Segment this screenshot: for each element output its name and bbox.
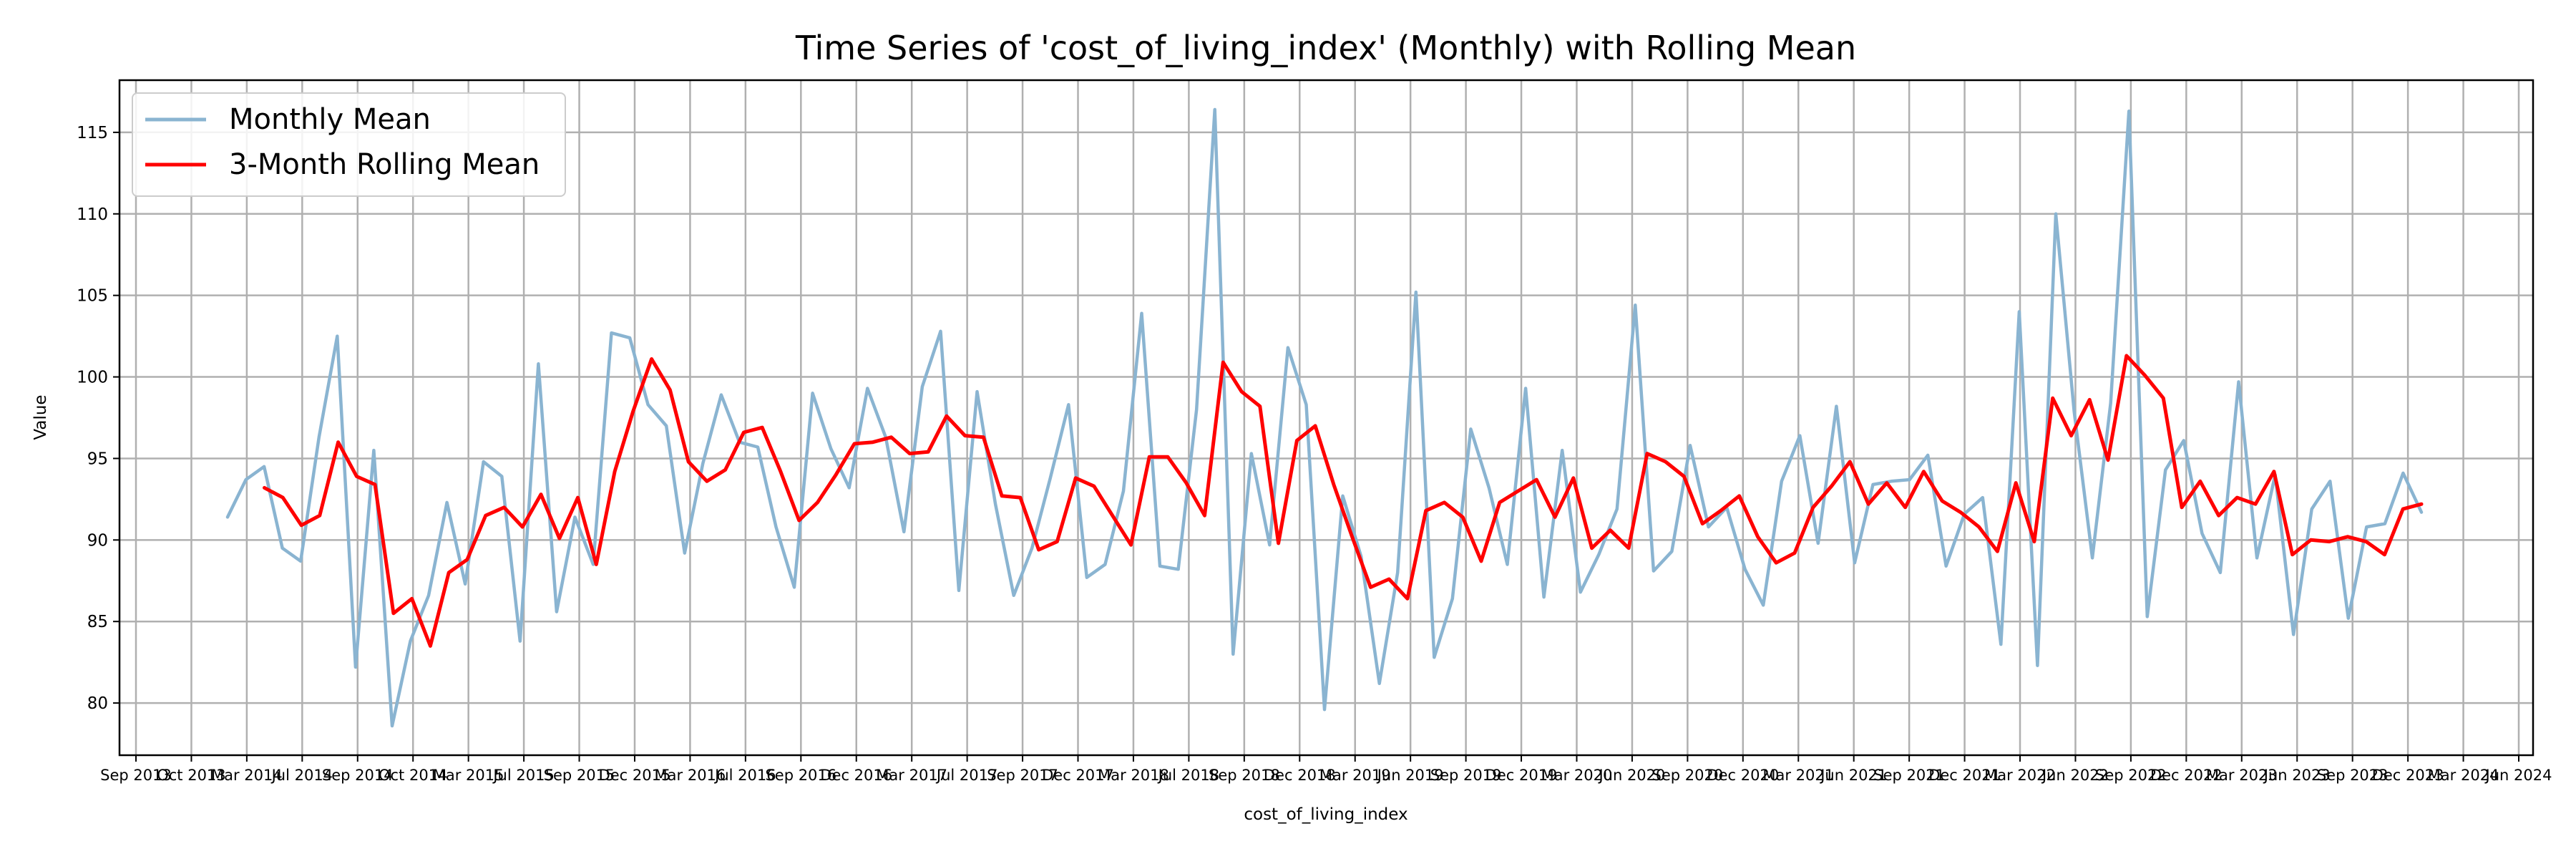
y-tick-label: 105 <box>77 287 108 306</box>
x-axis-label: cost_of_living_index <box>1244 805 1407 824</box>
x-tick-label: Sep 2013 <box>100 767 172 784</box>
x-tick-label: Dec 2018 <box>1264 767 1336 784</box>
x-tick-label: Oct 2014 <box>379 767 447 784</box>
x-tick-label: Sep 2023 <box>2317 767 2389 784</box>
x-tick-label: Jun 2019 <box>1376 767 1444 784</box>
y-tick-label: 85 <box>87 613 108 631</box>
y-tick-label: 90 <box>87 531 108 550</box>
x-tick-label: Mar 2022 <box>1984 767 2056 784</box>
x-tick-label: Dec 2019 <box>1485 767 1558 784</box>
x-tick-label: Jun 2020 <box>1597 767 1665 784</box>
series-line-rolling-mean <box>263 354 2424 648</box>
x-tick-label: Sep 2014 <box>322 767 394 784</box>
x-tick-label: Mar 2018 <box>1098 767 1169 784</box>
x-tick-label: Mar 2024 <box>2428 767 2499 784</box>
x-tick-label: Oct 2013 <box>157 767 225 784</box>
legend-box <box>132 92 566 197</box>
series-line-monthly-mean <box>225 107 2424 728</box>
x-tick-label: Jul 2016 <box>713 767 776 784</box>
y-tick-label: 80 <box>87 694 108 713</box>
x-tick-label: Sep 2016 <box>765 767 836 784</box>
plot-frame <box>118 79 2534 757</box>
x-tick-label: Jun 2022 <box>2041 767 2109 784</box>
x-tick-label: Sep 2019 <box>1430 767 1502 784</box>
y-tick-label: 115 <box>77 124 108 142</box>
x-tick-label: Sep 2020 <box>1652 767 1724 784</box>
x-tick-label: Sep 2021 <box>1873 767 1945 784</box>
x-tick-label: Dec 2020 <box>1707 767 1779 784</box>
series-layer <box>225 107 2424 728</box>
x-tick-label: Dec 2021 <box>1928 767 2001 784</box>
x-tick-label: Dec 2022 <box>2150 767 2223 784</box>
x-tick-label: Mar 2016 <box>655 767 726 784</box>
x-tick-label: Sep 2022 <box>2095 767 2167 784</box>
legend-label-monthly: Monthly Mean <box>229 103 431 136</box>
y-tick-label: 110 <box>77 205 108 224</box>
x-tick-label: Mar 2014 <box>211 767 283 784</box>
y-tick-label: 95 <box>87 450 108 468</box>
x-tick-label: Jul 2017 <box>935 767 997 784</box>
x-tick-label: Dec 2015 <box>599 767 671 784</box>
x-tick-label: Mar 2023 <box>2206 767 2278 784</box>
x-tick-label: Mar 2021 <box>1762 767 1834 784</box>
x-tick-label: Jul 2018 <box>1157 767 1219 784</box>
x-tick-label: Jun 2024 <box>2484 767 2552 784</box>
x-tick-label: Mar 2017 <box>876 767 947 784</box>
x-tick-label: Dec 2023 <box>2372 767 2444 784</box>
x-tick-label: Sep 2015 <box>544 767 615 784</box>
legend: Monthly Mean 3-Month Rolling Mean <box>132 92 566 197</box>
x-tick-label: Jul 2015 <box>492 767 554 784</box>
x-tick-label: Dec 2017 <box>1042 767 1114 784</box>
x-tick-label: Jun 2023 <box>2263 767 2331 784</box>
x-tick-label: Jun 2021 <box>1819 767 1887 784</box>
x-tick-label: Sep 2018 <box>1209 767 1280 784</box>
legend-label-rolling: 3-Month Rolling Mean <box>229 148 540 181</box>
x-tick-label: Mar 2019 <box>1319 767 1391 784</box>
x-tick-label: Mar 2015 <box>433 767 504 784</box>
y-axis-label: Value <box>31 394 50 440</box>
x-tick-label: Jul 2014 <box>270 767 333 784</box>
x-tick-label: Sep 2017 <box>987 767 1058 784</box>
x-tick-label: Dec 2016 <box>820 767 892 784</box>
y-tick-label: 100 <box>77 369 108 387</box>
chart-title: Time Series of 'cost_of_living_index' (M… <box>795 29 1856 67</box>
x-tick-label: Mar 2020 <box>1541 767 1613 784</box>
